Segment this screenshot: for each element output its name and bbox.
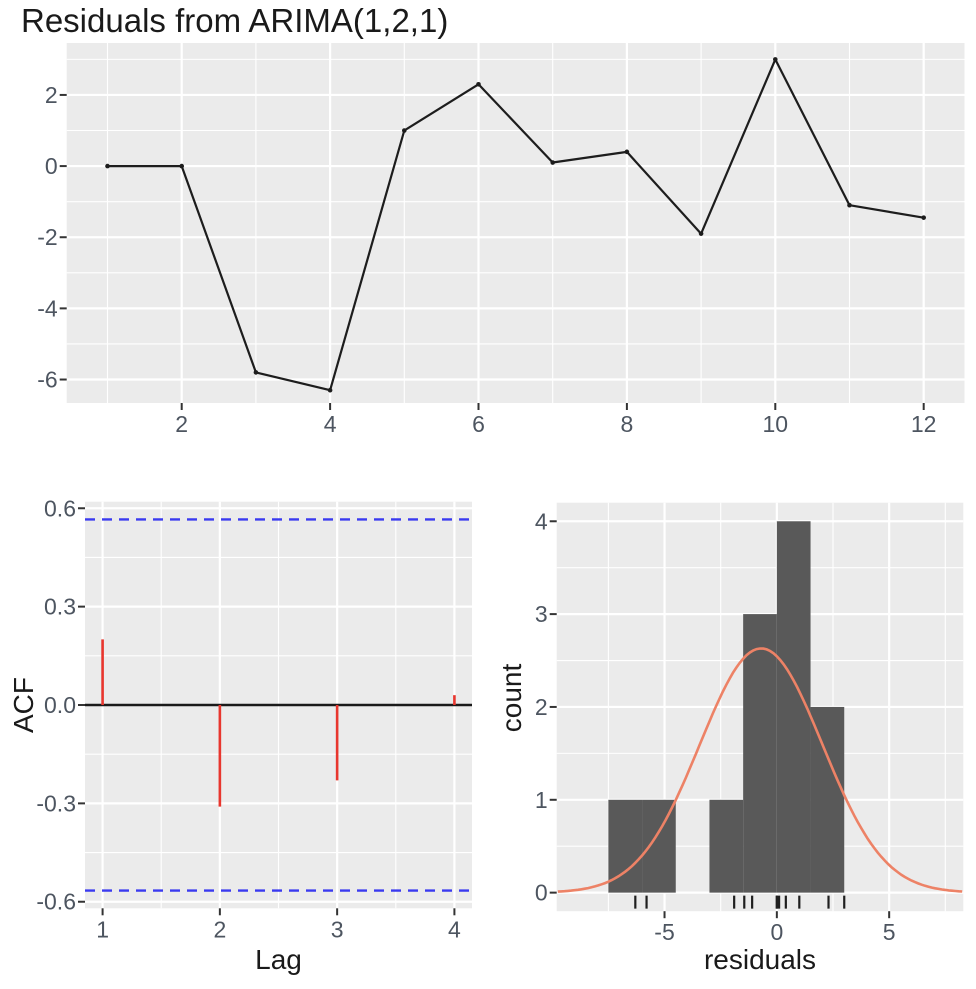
residuals-data-point [698, 231, 704, 236]
residuals_hist-y-tick-label: 3 [535, 601, 548, 627]
residuals_line-y-tick-label: -2 [37, 224, 57, 250]
residuals_hist-y-tick-label: 2 [535, 694, 548, 720]
acf-x-axis-title: Lag [255, 944, 302, 975]
hist-x-axis-title: residuals [703, 944, 817, 975]
residuals_line-panel-background [66, 43, 965, 403]
residuals_hist-y-tick-label: 1 [535, 787, 548, 813]
residuals-data-point [772, 57, 778, 62]
page-title: Residuals from ARIMA(1,2,1) [21, 2, 449, 39]
residuals-data-point [179, 163, 185, 169]
residuals-data-point [253, 370, 259, 375]
residuals_line-x-tick-label: 4 [324, 411, 337, 437]
residuals-data-point [624, 149, 630, 155]
acf-x-tick-label: 4 [448, 916, 461, 942]
residuals_line-y-tick-label: 2 [45, 82, 58, 108]
acf-x-tick-label: 1 [96, 916, 109, 942]
residuals_hist-y-tick-label: 4 [535, 508, 548, 534]
residuals-data-point [921, 215, 926, 220]
residuals_line-y-tick-label: -4 [37, 295, 58, 321]
acf-y-tick-label: -0.6 [36, 889, 76, 915]
residuals-data-point [476, 81, 481, 87]
acf-x-tick-label: 2 [213, 916, 226, 942]
residuals_hist-x-tick-label: 5 [883, 919, 896, 945]
acf-y-axis-title: ACF [8, 677, 39, 733]
acf-y-tick-label: 0.6 [44, 495, 76, 521]
hist-bar [776, 521, 811, 893]
acf-x-tick-label: 3 [331, 916, 344, 942]
residuals_line-x-tick-label: 8 [620, 411, 633, 437]
residuals_hist-x-tick-label: -5 [654, 919, 674, 945]
hist-bar [709, 799, 744, 893]
residuals_line-x-tick-label: 10 [762, 411, 788, 437]
residuals-data-point [105, 163, 110, 169]
residuals_line-x-tick-label: 6 [472, 411, 485, 437]
residuals_hist-y-tick-label: 0 [535, 880, 548, 906]
hist-y-axis-title: count [496, 663, 527, 733]
residuals-data-point [550, 160, 555, 165]
residuals_line-x-tick-label: 2 [175, 411, 188, 437]
hist-bar [810, 706, 845, 893]
hist-bar [743, 614, 777, 893]
acf-y-tick-label: 0.3 [44, 594, 76, 620]
residuals-series-line [107, 58, 924, 392]
residuals_line-y-tick-label: 0 [45, 153, 58, 179]
residuals_hist-x-tick-label: 0 [770, 919, 783, 945]
residuals_line-y-tick-label: -6 [37, 367, 57, 393]
hist-bar [608, 799, 643, 893]
residuals-data-point [327, 387, 333, 393]
hist-bar [642, 799, 676, 893]
residuals-data-point [402, 128, 407, 133]
density-curve [557, 647, 963, 893]
residuals-data-point [847, 202, 852, 208]
acf-y-tick-label: 0.0 [44, 692, 76, 718]
residuals_line-x-tick-label: 12 [911, 411, 937, 437]
acf-y-tick-label: -0.3 [36, 790, 76, 816]
